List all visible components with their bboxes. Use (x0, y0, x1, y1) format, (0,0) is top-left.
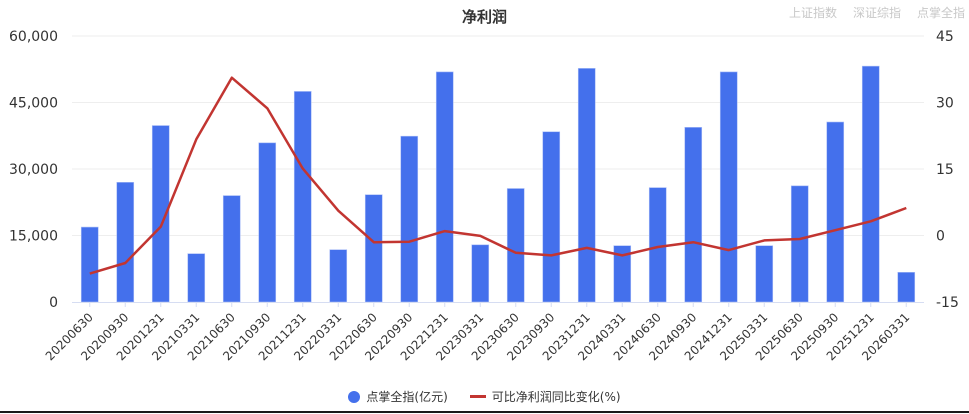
x-axis: 2020063020200930202012312021033120210630… (43, 302, 924, 363)
bar (258, 142, 277, 303)
y-left-tick-label: 0 (49, 295, 58, 311)
bar (542, 131, 561, 303)
bar (506, 188, 525, 303)
legend: 点掌全指(亿元) 可比净利润同比变化(%) (0, 388, 969, 405)
legend-item-line[interactable]: 可比净利润同比变化(%) (469, 388, 621, 405)
y-right-tick-label: 15 (936, 162, 954, 178)
y-left-tick-label: 30,000 (9, 162, 58, 178)
bar (80, 226, 99, 303)
y-left-tick-label: 60,000 (9, 29, 58, 45)
bar (116, 182, 135, 303)
bar (719, 71, 738, 303)
bar (187, 253, 206, 303)
bar-series (80, 65, 916, 303)
legend-circle-icon (348, 390, 361, 403)
bar (471, 244, 490, 303)
bar (897, 271, 916, 303)
y-axis-right: -15 0 15 30 45 (936, 29, 959, 311)
y-left-tick-label: 45,000 (9, 96, 58, 112)
legend-label-bar: 点掌全指(亿元) (366, 390, 448, 404)
y-left-tick-label: 15,000 (9, 229, 58, 245)
bar (329, 249, 348, 303)
bar (648, 187, 667, 303)
bar (790, 185, 809, 303)
tab-dianzhang-index[interactable]: 点掌全指 (916, 6, 965, 20)
bar (826, 121, 845, 303)
bar (364, 194, 383, 303)
grid-lines (72, 35, 924, 236)
y-right-tick-label: -15 (936, 295, 959, 311)
legend-item-bar[interactable]: 点掌全指(亿元) (348, 388, 448, 405)
y-right-tick-label: 0 (936, 229, 945, 245)
bar (222, 195, 241, 303)
bar (435, 71, 454, 303)
bar (293, 91, 312, 303)
line-series (89, 76, 907, 275)
bar (684, 127, 703, 303)
tab-shenzhen-index[interactable]: 深证综指 (852, 6, 901, 20)
bottom-border (0, 411, 969, 413)
index-tabs: 上证指数 深证综指 点掌全指 (789, 4, 965, 21)
line-path (89, 76, 907, 275)
chart-title: 净利润 (461, 8, 507, 26)
tab-shanghai-index[interactable]: 上证指数 (788, 6, 837, 20)
y-right-tick-label: 30 (936, 96, 954, 112)
y-right-tick-label: 45 (936, 29, 954, 45)
y-axis-left: 0 15,000 30,000 45,000 60,000 (9, 29, 58, 311)
bar (861, 65, 880, 303)
bar (400, 135, 419, 303)
bar (577, 68, 596, 303)
legend-line-icon (469, 395, 486, 398)
bar (755, 245, 774, 303)
legend-label-line: 可比净利润同比变化(%) (491, 390, 621, 404)
